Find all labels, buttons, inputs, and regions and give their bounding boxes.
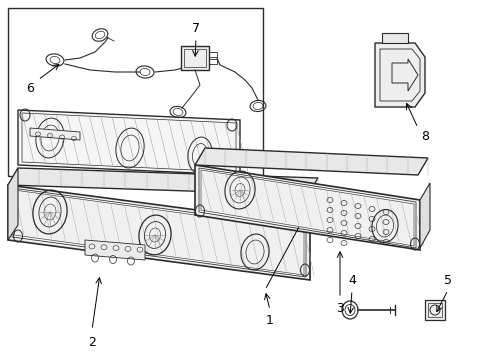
Bar	[181, 46, 209, 70]
Polygon shape	[18, 110, 240, 175]
Bar	[209, 52, 217, 57]
Text: 2: 2	[88, 336, 96, 348]
Text: 7: 7	[192, 22, 200, 35]
Text: 1: 1	[266, 314, 274, 327]
Text: 3: 3	[336, 302, 344, 315]
Bar	[428, 303, 442, 317]
Polygon shape	[195, 148, 428, 175]
Polygon shape	[195, 165, 420, 250]
Text: 6: 6	[26, 81, 34, 95]
Bar	[8, 8, 263, 176]
Polygon shape	[85, 240, 145, 260]
Polygon shape	[8, 168, 18, 240]
Bar	[184, 49, 206, 67]
Bar	[425, 300, 445, 320]
Polygon shape	[30, 128, 80, 140]
Polygon shape	[375, 43, 425, 107]
Polygon shape	[8, 185, 310, 280]
Polygon shape	[382, 33, 408, 43]
Bar	[209, 59, 217, 64]
Text: 8: 8	[421, 130, 429, 143]
Polygon shape	[420, 183, 430, 248]
Text: 4: 4	[348, 274, 356, 287]
Text: 5: 5	[444, 274, 452, 287]
Polygon shape	[8, 168, 318, 195]
